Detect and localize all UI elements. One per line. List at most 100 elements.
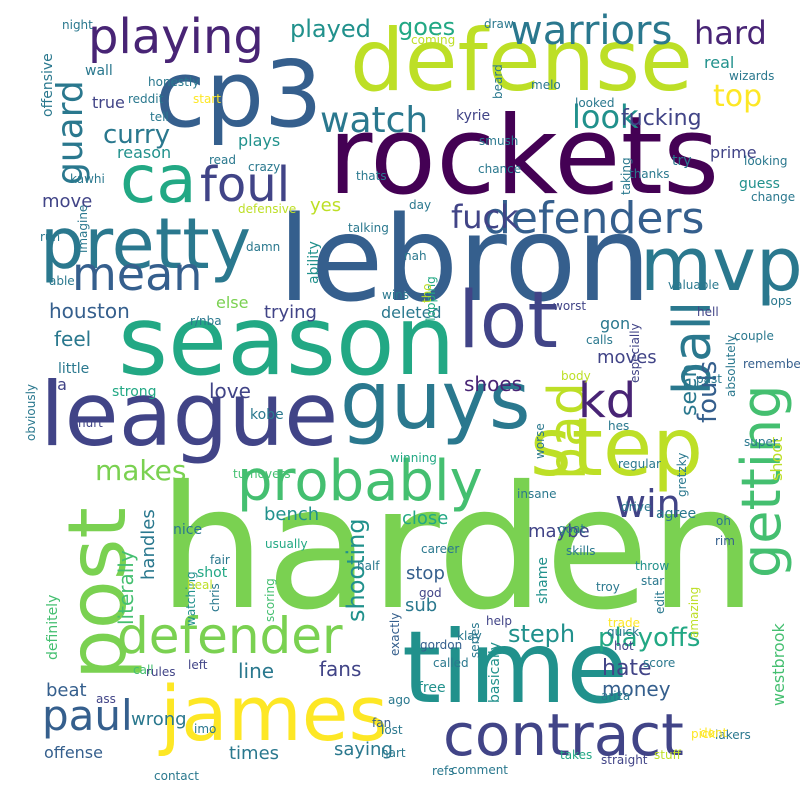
word-little: little [58, 361, 89, 377]
word-hes: hes [608, 419, 629, 433]
word-top: top [713, 79, 762, 114]
word-shot: shot [197, 565, 228, 581]
word-sub: sub [405, 595, 437, 616]
word-pick: pick [691, 727, 716, 741]
word-stop: stop [406, 563, 445, 584]
word-harden: harden [158, 450, 757, 648]
word-beat: beat [46, 680, 87, 701]
word-love: love [209, 379, 251, 403]
word-hart: hart [381, 746, 406, 760]
word-tell: tell [150, 110, 169, 124]
word-oh: oh [716, 514, 731, 528]
word-ago: ago [388, 693, 410, 707]
word-ca: ca [120, 141, 197, 218]
word-goat: goat [558, 522, 585, 536]
word-god: god [419, 586, 442, 600]
word-thats: thats [356, 169, 387, 183]
word-real: real [704, 53, 734, 72]
word-gretzky: gretzky [675, 453, 689, 497]
word-playoffs: playoffs [598, 623, 700, 653]
word-reddit: reddit [128, 92, 164, 106]
word-agree: agree [656, 506, 696, 522]
word-worst: worst [553, 299, 586, 313]
word-contract: contract [443, 701, 684, 769]
word-played: played [290, 15, 371, 43]
word-hell: hell [697, 305, 719, 319]
word-steph: steph [508, 620, 575, 648]
word-fans: fans [319, 657, 361, 681]
word-guys: guys [340, 354, 531, 447]
word-hate: hate [602, 656, 652, 681]
word-taking: taking [619, 157, 633, 195]
word-rockets: rockets [328, 94, 719, 219]
word-melo: melo [531, 78, 561, 92]
word-gordon: gordon [420, 638, 462, 652]
word-half: half [357, 559, 380, 573]
word-honestly: honestly [148, 75, 199, 89]
word-kyrie: kyrie [456, 108, 490, 124]
word-fan: fan [372, 716, 391, 730]
word-call: call [133, 663, 154, 677]
word-start: start [193, 92, 221, 106]
word-watch: watch [320, 100, 428, 141]
word-night: night [62, 18, 93, 32]
word-couple: couple [734, 329, 774, 343]
word-shoes: shoes [464, 372, 522, 396]
word-looked: looked [575, 96, 615, 110]
word-lot: lot [458, 276, 558, 366]
word-league: league [40, 363, 338, 466]
word-called: called [433, 656, 469, 670]
word-goes: goes [398, 13, 455, 41]
word-able: able [49, 274, 75, 288]
word-klay: klay [457, 629, 482, 643]
word-dont: dont [700, 726, 728, 740]
word-change: change [751, 190, 795, 204]
word-flopping: flopping [424, 276, 438, 325]
word-warriors: warriors [510, 8, 672, 54]
word-ass: ass [96, 692, 116, 706]
word-strong: strong [112, 384, 157, 400]
word-trade: trade [608, 616, 640, 630]
word-looking: looking [744, 154, 788, 168]
word-fucking: fucking [621, 106, 702, 131]
word-ariza: ariza [601, 689, 630, 703]
word-guard: guard [50, 80, 91, 185]
word-crazy: crazy [248, 160, 280, 174]
word-houston: houston [49, 299, 130, 323]
word-comment: comment [451, 763, 508, 777]
word-refs: refs [432, 764, 455, 778]
word-quick: quick [607, 625, 639, 639]
word-defense: defense [350, 11, 693, 111]
word-imo: imo [194, 722, 216, 736]
word-lebron: lebron [278, 190, 651, 328]
word-getting: getting [730, 385, 793, 578]
word-coming: coming [411, 33, 455, 47]
word-paul: paul [42, 691, 133, 740]
word-look: look [572, 98, 639, 136]
word-reason: reason [117, 143, 171, 162]
word-calls: calls [586, 333, 613, 347]
word-beard: beard [491, 64, 505, 99]
word-rim: rim [715, 534, 735, 548]
word-read: read [209, 153, 236, 167]
word-pretty: pretty [40, 203, 251, 285]
word-watching: watching [184, 571, 198, 626]
word-wrong: wrong [131, 709, 187, 730]
word-amazing: amazing [687, 587, 701, 638]
word-rules: rules [146, 665, 176, 679]
word-gon: gon [600, 314, 630, 333]
word-fuck: fuck [451, 198, 519, 236]
word-money: money [602, 677, 671, 701]
word-talking: talking [348, 221, 389, 235]
word-kawhi: kawhi [70, 172, 105, 186]
word-left: left [188, 658, 208, 672]
word-wins: wins [382, 288, 409, 302]
word-score: score [643, 656, 675, 670]
word-troy: troy [596, 580, 620, 594]
word-westbrook: westbrook [769, 623, 788, 707]
word-james: james [158, 669, 388, 758]
word-kd: kd [578, 373, 636, 429]
word-nah: nah [404, 249, 427, 263]
word-plays: plays [238, 131, 280, 150]
